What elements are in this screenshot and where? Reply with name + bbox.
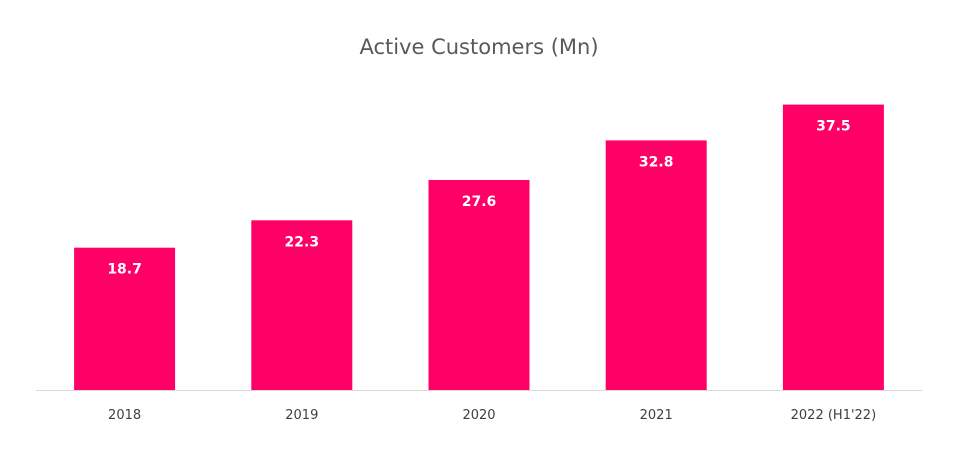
chart-title: Active Customers (Mn) xyxy=(359,35,598,59)
bar-4 xyxy=(605,140,707,390)
bars-group xyxy=(74,104,884,390)
x-tick-label-3: 2020 xyxy=(462,408,495,423)
x-tick-label-5: 2022 (H1'22) xyxy=(791,408,877,423)
x-tick-label-1: 2018 xyxy=(108,408,141,423)
data-label-5: 37.5 xyxy=(816,119,851,135)
data-label-1: 18.7 xyxy=(107,262,142,278)
x-tick-label-2: 2019 xyxy=(285,408,318,423)
bar-2 xyxy=(251,220,353,390)
data-label-3: 27.6 xyxy=(462,194,497,210)
bar-1 xyxy=(74,247,176,390)
data-label-4: 32.8 xyxy=(639,154,674,170)
data-label-2: 22.3 xyxy=(285,234,320,250)
bar-3 xyxy=(428,180,530,390)
x-axis-tick-labels: 2018 2019 2020 2021 2022 (H1'22) xyxy=(108,408,876,423)
bar-5 xyxy=(782,104,884,390)
data-labels-group: 18.7 22.3 27.6 32.8 37.5 xyxy=(107,119,850,278)
x-tick-label-4: 2021 xyxy=(640,408,673,423)
